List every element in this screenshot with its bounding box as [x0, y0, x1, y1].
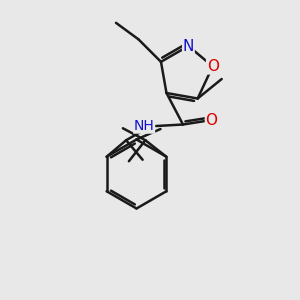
- Text: NH: NH: [134, 119, 154, 133]
- Text: N: N: [183, 38, 194, 53]
- Text: O: O: [206, 112, 218, 128]
- Text: O: O: [207, 59, 219, 74]
